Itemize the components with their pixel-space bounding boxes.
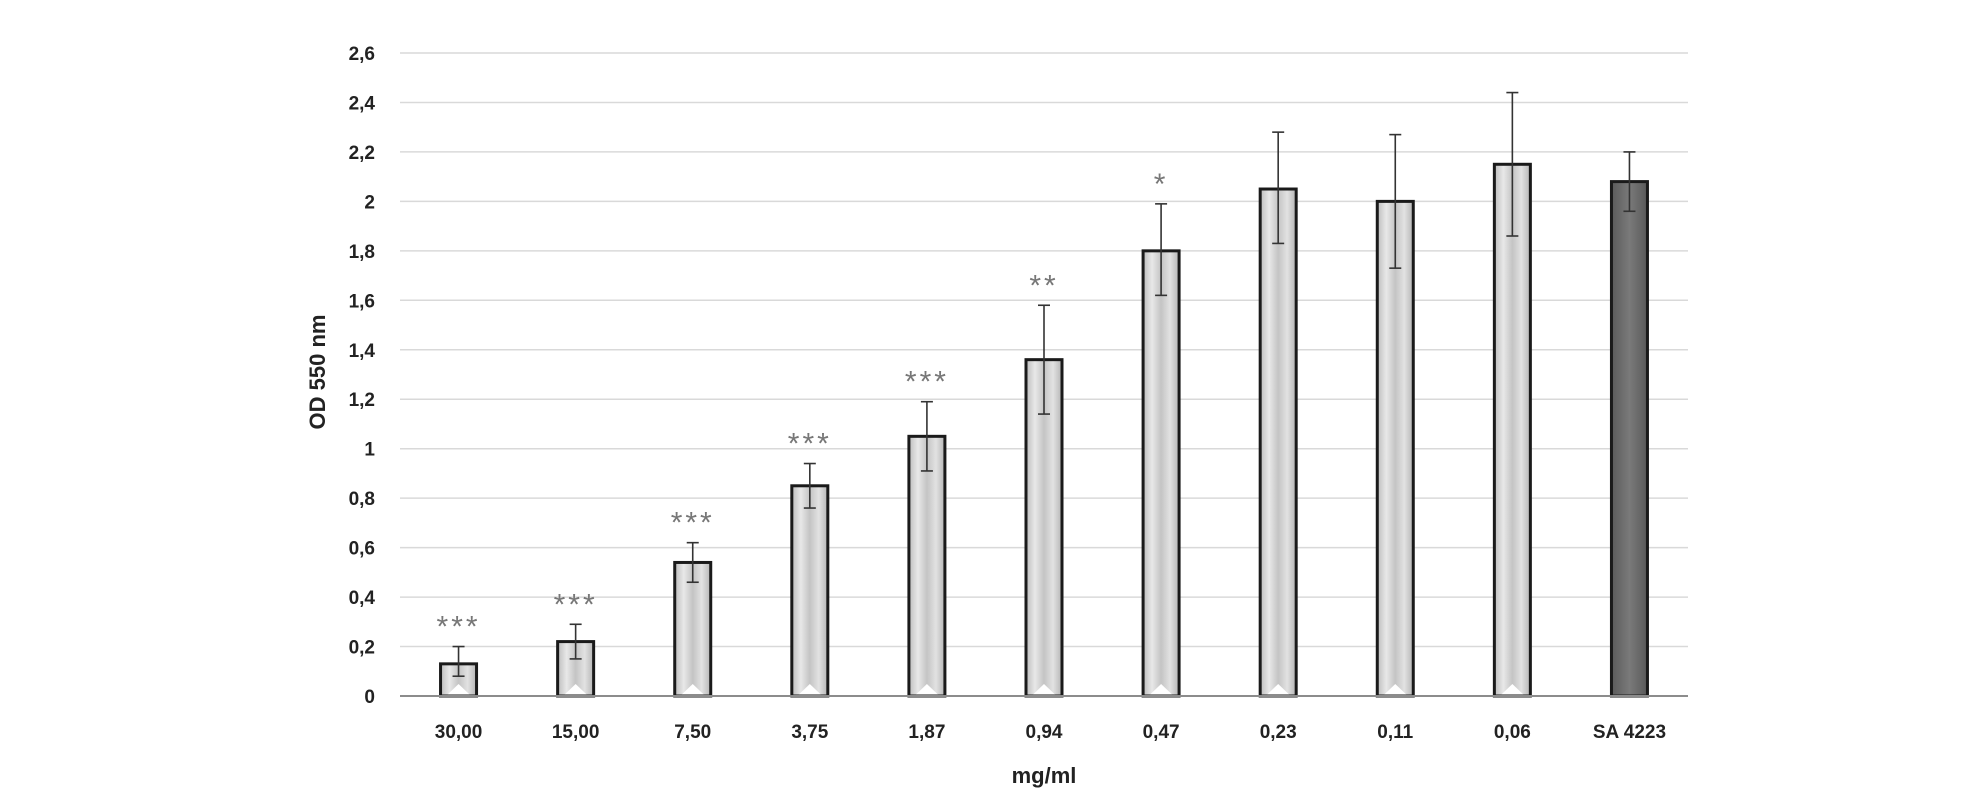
bar-base-highlight [1150, 684, 1173, 695]
x-tick-label: 7,50 [674, 722, 711, 743]
y-tick-label: 2 [364, 192, 375, 213]
y-tick-label: 2,2 [349, 143, 375, 164]
bar-base-highlight [1033, 684, 1055, 695]
bar [790, 484, 830, 698]
bar [1375, 199, 1415, 698]
x-tick-label: 0,94 [1026, 722, 1063, 743]
y-tick-label: 1,2 [349, 390, 375, 411]
error-bar [452, 645, 465, 678]
x-tick-label: 0,06 [1494, 722, 1531, 743]
x-tick-label: 15,00 [552, 722, 600, 743]
error-bar [1272, 131, 1285, 245]
bar [1258, 187, 1298, 698]
y-tick-label: 0,4 [349, 588, 376, 609]
y-tick-label: 0,8 [349, 489, 375, 510]
significance-label: *** [437, 611, 481, 644]
bar-base-highlight [1384, 684, 1407, 695]
y-axis-ticks: 0 0,2 0,4 0,6 0,8 1 1,2 1,4 1,6 1,8 2 2,2 2,4 2,6 [349, 44, 376, 708]
x-axis-ticks: 30,00 15,00 7,50 3,75 1,87 0,94 0,47 0,23 0,11 0,… [435, 722, 1666, 743]
x-tick-label: SA 4223 [1593, 722, 1666, 743]
error-bars [452, 91, 1636, 678]
y-tick-label: 2,4 [349, 93, 376, 114]
x-tick-label: 1,87 [908, 722, 945, 743]
significance-label: *** [905, 366, 949, 399]
error-bar [1623, 151, 1636, 213]
y-tick-label: 1,8 [349, 242, 375, 263]
bar [1141, 249, 1181, 698]
error-bar [686, 541, 699, 584]
significance-label: *** [671, 507, 715, 540]
error-bar [1155, 203, 1168, 297]
bar-base-highlight [564, 684, 587, 695]
error-bar [569, 623, 582, 660]
error-bar [803, 462, 816, 509]
bar [673, 560, 713, 698]
x-tick-label: 0,47 [1143, 722, 1180, 743]
x-tick-label: 3,75 [791, 722, 828, 743]
bar-base-highlight [447, 684, 470, 695]
bars [439, 162, 1649, 698]
x-tick-label: 30,00 [435, 722, 483, 743]
bar-base-highlight [681, 684, 704, 695]
y-axis-title: OD 550 nm [305, 315, 330, 430]
bar [907, 434, 947, 698]
bar-base-highlight [1267, 684, 1290, 695]
error-bar [1506, 91, 1519, 237]
bar-base-highlight [798, 684, 821, 695]
bar-base-highlight [1501, 684, 1524, 695]
x-tick-label: 0,23 [1260, 722, 1297, 743]
significance-label: *** [788, 428, 832, 461]
significance-label: ** [1029, 269, 1058, 302]
y-tick-label: 2,6 [349, 44, 375, 65]
x-axis-title: mg/ml [1012, 763, 1077, 788]
error-bar [1038, 304, 1050, 415]
y-tick-label: 0,6 [349, 539, 375, 560]
significance-label: *** [554, 588, 598, 621]
significance-labels: ****************** [437, 168, 1169, 644]
x-tick-label: 0,11 [1377, 722, 1413, 743]
y-tick-label: 1,4 [349, 341, 376, 362]
y-tick-label: 0,2 [349, 638, 375, 659]
bar [1609, 180, 1649, 698]
significance-label: * [1154, 168, 1169, 201]
y-tick-label: 1 [364, 440, 375, 461]
error-bar [920, 400, 933, 472]
error-bar [1389, 133, 1402, 269]
y-tick-label: 1,6 [349, 291, 375, 312]
bar-base-highlight [915, 684, 938, 695]
bar [1492, 162, 1532, 698]
y-tick-label: 0 [364, 687, 375, 708]
